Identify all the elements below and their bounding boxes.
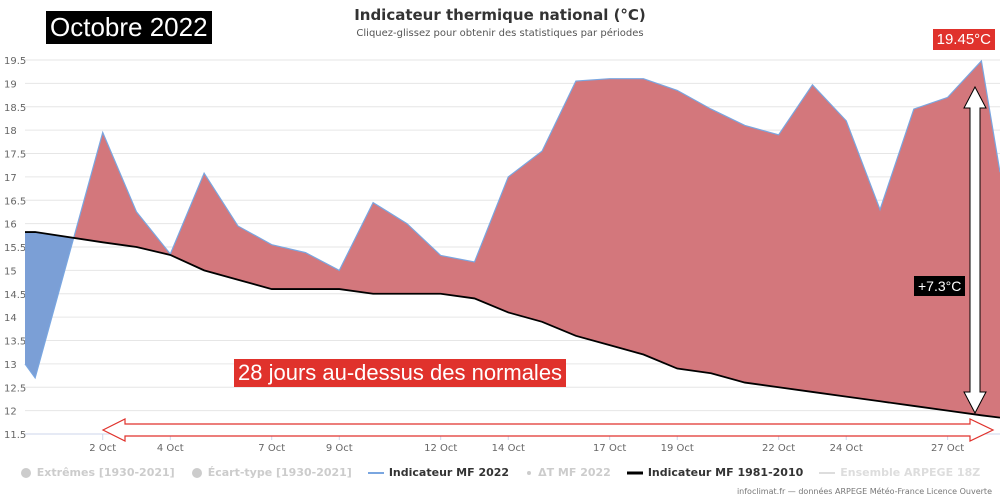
month-label: Octobre 2022 xyxy=(46,11,212,44)
y-tick-label: 17 xyxy=(4,173,17,184)
legend-item-mf-2022[interactable]: Indicateur MF 2022 xyxy=(367,466,509,479)
x-tick-label: 27 Oct xyxy=(931,443,964,454)
legend-item-arpege[interactable]: Ensemble ARPEGE 18Z xyxy=(819,466,980,479)
x-tick-label: 22 Oct xyxy=(762,443,795,454)
chart-title: Indicateur thermique national (°C) xyxy=(354,6,646,24)
y-tick-label: 18 xyxy=(4,126,17,137)
x-tick-label: 12 Oct xyxy=(424,443,457,454)
line-icon xyxy=(626,471,643,474)
y-tick-label: 14.5 xyxy=(4,290,26,301)
legend-item-mf-normal[interactable]: Indicateur MF 1981-2010 xyxy=(626,466,803,479)
y-tick-label: 17.5 xyxy=(4,150,26,161)
credit[interactable]: infoclimat.fr — données ARPEGE Météo-Fra… xyxy=(736,487,992,496)
x-tick-label: 2 Oct xyxy=(89,443,116,454)
y-tick-label: 13 xyxy=(4,360,17,371)
legend-item-extremes[interactable]: Extrêmes [1930-2021] xyxy=(20,466,175,479)
y-tick-label: 15.5 xyxy=(4,243,26,254)
line-icon xyxy=(367,471,384,474)
circle-icon xyxy=(20,467,31,478)
x-tick-label: 24 Oct xyxy=(830,443,863,454)
legend-item-ecart-type[interactable]: Écart-type [1930-2021] xyxy=(191,466,352,479)
y-tick-label: 13.5 xyxy=(4,337,26,348)
x-tick-label: 4 Oct xyxy=(157,443,184,454)
area-above-normal xyxy=(25,60,1000,418)
y-tick-label: 19.5 xyxy=(4,56,26,67)
y-tick-label: 15 xyxy=(4,266,17,277)
series-line-mf-normal xyxy=(25,231,1000,419)
y-tick-label: 12 xyxy=(4,407,17,418)
y-tick-label: 19 xyxy=(4,79,17,90)
x-tick-label: 7 Oct xyxy=(258,443,285,454)
x-tick-label: 17 Oct xyxy=(593,443,626,454)
y-tick-label: 11.5 xyxy=(4,430,26,441)
y-tick-label: 16.5 xyxy=(4,196,26,207)
delta-double-arrow xyxy=(963,85,987,415)
legend-item-delta-t[interactable]: ΔT MF 2022 xyxy=(525,466,611,479)
line-icon xyxy=(819,471,836,474)
legend: Extrêmes [1930-2021] Écart-type [1930-20… xyxy=(0,466,1000,479)
x-tick-label: 9 Oct xyxy=(326,443,353,454)
y-tick-label: 18.5 xyxy=(4,103,26,114)
y-tick-label: 12.5 xyxy=(4,383,26,394)
days-above-normal-label: 28 jours au-dessus des normales xyxy=(234,359,567,387)
delta-label: +7.3°C xyxy=(914,276,966,296)
chart-subtitle: Cliquez-glissez pour obtenir des statist… xyxy=(356,28,644,39)
period-double-arrow xyxy=(101,418,995,442)
dot-icon xyxy=(527,470,532,475)
series-line-mf-2022 xyxy=(24,59,1000,380)
circle-icon xyxy=(191,467,202,478)
y-tick-label: 14 xyxy=(4,313,17,324)
y-tick-label: 16 xyxy=(4,220,17,231)
max-temperature-label: 19.45°C xyxy=(932,29,995,50)
x-tick-label: 19 Oct xyxy=(661,443,694,454)
x-tick-label: 14 Oct xyxy=(492,443,525,454)
